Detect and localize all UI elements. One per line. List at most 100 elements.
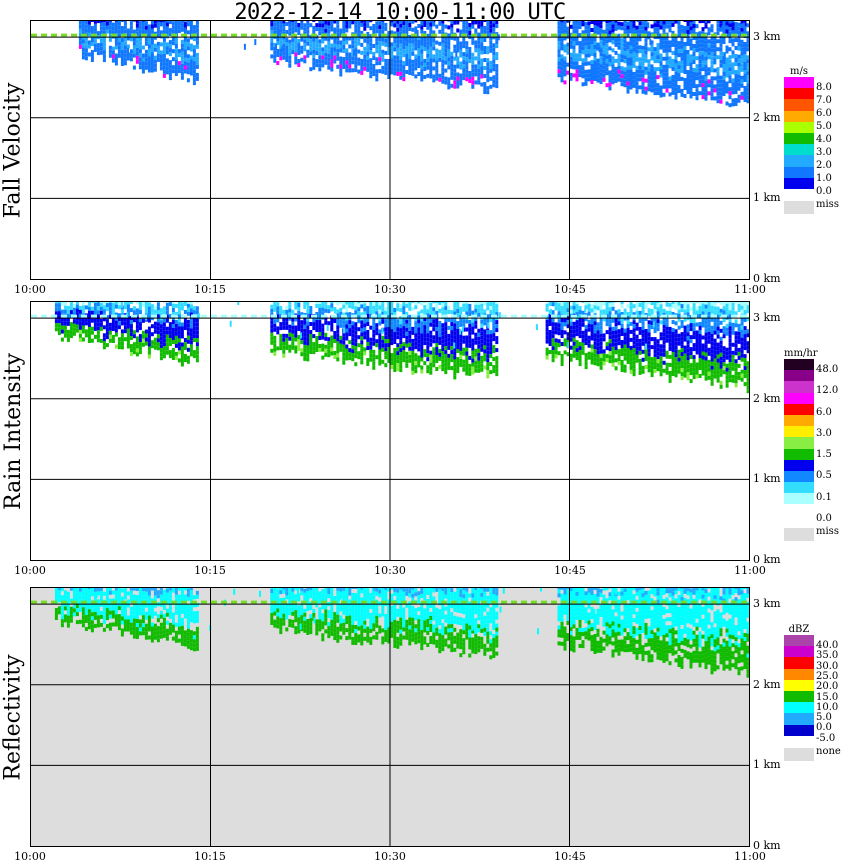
echo-pixel <box>318 27 322 32</box>
echo-pixel <box>414 62 418 67</box>
echo-pixel <box>611 326 615 331</box>
echo-pixel <box>680 56 684 61</box>
echo-pixel <box>620 22 624 27</box>
echo-pixel <box>456 56 460 61</box>
echo-pixel <box>668 306 672 311</box>
echo-pixel <box>593 21 597 25</box>
echo-pixel <box>698 374 702 378</box>
echo-pixel <box>321 331 325 336</box>
echo-pixel <box>288 51 292 56</box>
echo-pixel <box>339 339 343 344</box>
echo-pixel <box>135 352 139 357</box>
echo-pixel <box>171 340 175 344</box>
echo-pixel <box>722 334 726 339</box>
echo-pixel <box>653 317 657 322</box>
echo-pixel <box>177 21 181 26</box>
echo-pixel <box>665 366 669 371</box>
echo-pixel <box>722 36 726 40</box>
echo-pixel <box>105 21 109 26</box>
echo-pixel <box>641 61 645 66</box>
echo-pixel <box>162 41 166 46</box>
echo-pixel <box>315 348 319 352</box>
echo-pixel <box>318 348 322 352</box>
echo-pixel <box>297 39 301 43</box>
echo-pixel <box>611 354 615 359</box>
echo-pixel <box>339 56 343 61</box>
echo-pixel <box>411 346 415 351</box>
echo-pixel <box>114 328 118 333</box>
echo-pixel <box>270 308 274 313</box>
echo-pixel <box>489 28 493 33</box>
echo-pixel <box>180 47 184 52</box>
echo-speck <box>723 53 726 60</box>
echo-pixel <box>69 310 73 315</box>
echo-pixel <box>405 46 409 50</box>
echo-pixel <box>740 67 744 72</box>
echo-speck <box>721 25 724 31</box>
echo-pixel <box>324 48 328 53</box>
echo-pixel <box>462 56 466 61</box>
echo-pixel <box>189 332 193 337</box>
echo-pixel <box>713 370 717 375</box>
echo-pixel <box>183 21 187 26</box>
echo-pixel <box>120 58 124 62</box>
echo-pixel <box>632 27 636 32</box>
echo-pixel <box>734 351 738 356</box>
echo-pixel <box>150 52 154 57</box>
echo-pixel <box>462 52 466 57</box>
echo-pixel <box>716 306 720 311</box>
echo-pixel <box>117 53 121 58</box>
echo-pixel <box>710 44 714 49</box>
echo-pixel <box>192 318 196 323</box>
echo-pixel <box>126 328 130 333</box>
echo-pixel <box>644 86 648 91</box>
echo-pixel <box>671 360 675 364</box>
echo-pixel <box>698 47 702 52</box>
echo-pixel <box>560 38 564 43</box>
echo-pixel <box>273 42 277 47</box>
echo-pixel <box>135 21 139 24</box>
echo-pixel <box>363 323 367 328</box>
echo-pixel <box>474 80 478 85</box>
echo-pixel <box>719 51 723 56</box>
echo-pixel <box>554 338 558 343</box>
echo-pixel <box>441 21 445 24</box>
echo-pixel <box>342 29 346 33</box>
echo-pixel <box>662 21 666 25</box>
echo-pixel <box>420 357 424 362</box>
echo-pixel <box>438 356 442 361</box>
echo-pixel <box>297 311 301 315</box>
echo-pixel <box>174 68 178 72</box>
echo-pixel <box>623 21 627 24</box>
echo-pixel <box>704 92 708 97</box>
echo-pixel <box>569 40 573 45</box>
echo-pixel <box>731 21 735 23</box>
echo-pixel <box>554 302 558 307</box>
echo-pixel <box>396 27 400 32</box>
echo-pixel <box>96 318 100 323</box>
echo-pixel <box>626 69 630 74</box>
echo-pixel <box>327 345 331 350</box>
echo-pixel <box>695 370 699 375</box>
echo-pixel <box>737 66 741 71</box>
echo-pixel <box>291 309 295 314</box>
echo-pixel <box>339 302 343 304</box>
echo-pixel <box>279 24 283 29</box>
echo-pixel <box>662 72 666 77</box>
echo-pixel <box>405 62 409 66</box>
echo-pixel <box>387 335 391 339</box>
echo-pixel <box>710 369 714 374</box>
echo-pixel <box>635 73 639 78</box>
echo-pixel <box>725 85 729 90</box>
echo-pixel <box>87 327 91 331</box>
echo-pixel <box>650 373 654 378</box>
echo-pixel <box>665 370 669 375</box>
echo-pixel <box>599 24 603 29</box>
echo-pixel <box>195 322 199 327</box>
echo-pixel <box>638 25 642 30</box>
echo-pixel <box>120 333 124 338</box>
echo-pixel <box>737 82 741 87</box>
echo-pixel <box>698 67 702 72</box>
echo-pixel <box>638 310 642 315</box>
echo-pixel <box>396 347 400 352</box>
